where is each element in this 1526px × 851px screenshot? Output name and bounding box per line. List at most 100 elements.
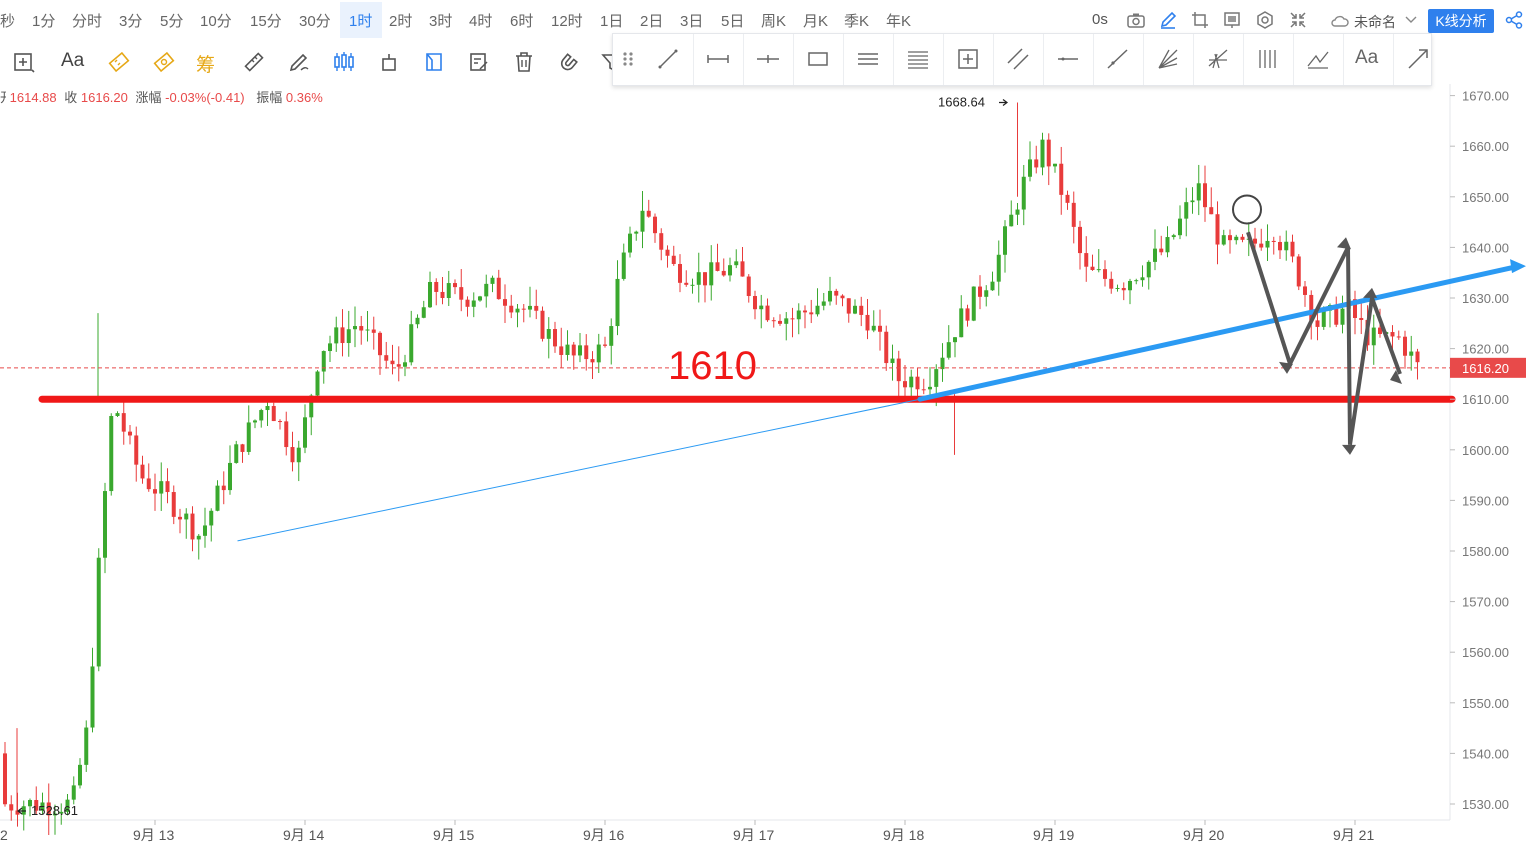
text-icon[interactable]: Aa bbox=[1355, 47, 1379, 68]
period-tab-0[interactable]: 秒 bbox=[0, 13, 16, 30]
period-tab-12[interactable]: 6时 bbox=[510, 13, 534, 30]
edit-note-icon[interactable] bbox=[467, 50, 491, 74]
candle-type-icon[interactable] bbox=[332, 50, 356, 74]
kline-analysis-button[interactable]: K线分析 bbox=[1428, 9, 1494, 33]
ruler-tag-icon[interactable] bbox=[107, 50, 131, 74]
candle-body bbox=[1084, 253, 1089, 267]
projection-zigzag bbox=[1246, 231, 1402, 446]
period-tab-3[interactable]: 3分 bbox=[119, 13, 143, 30]
vertical-lines-icon[interactable] bbox=[1255, 46, 1281, 72]
candle-body bbox=[9, 804, 14, 811]
period-tab-4[interactable]: 5分 bbox=[160, 13, 184, 30]
parallel-lines-icon[interactable] bbox=[855, 46, 881, 72]
candle-body bbox=[609, 326, 614, 346]
price-tick-label: 1530.00 bbox=[1462, 797, 1509, 812]
horizontal-segment-icon[interactable] bbox=[705, 46, 731, 72]
pattern-icon[interactable] bbox=[1305, 46, 1331, 72]
candle-body bbox=[428, 281, 432, 308]
period-tab-8[interactable]: 1时 bbox=[349, 10, 373, 31]
drag-handle-icon[interactable] bbox=[615, 46, 641, 72]
trend-line-icon[interactable] bbox=[655, 46, 681, 72]
candle-body bbox=[71, 785, 76, 800]
cross-line-icon[interactable] bbox=[755, 46, 781, 72]
candle-body bbox=[546, 329, 551, 339]
candle-body bbox=[278, 421, 282, 423]
fib-lines-icon[interactable] bbox=[905, 46, 931, 72]
candle-body bbox=[1303, 286, 1307, 295]
candle-body bbox=[359, 326, 364, 331]
period-tab-9[interactable]: 2时 bbox=[389, 13, 413, 30]
candle-body bbox=[365, 329, 370, 331]
period-tab-2[interactable]: 分时 bbox=[72, 13, 103, 30]
workspace-name[interactable]: 未命名 bbox=[1354, 14, 1396, 30]
period-tab-20[interactable]: 季K bbox=[844, 13, 870, 30]
pencil-icon[interactable] bbox=[1158, 10, 1178, 30]
period-tab-7[interactable]: 30分 bbox=[299, 13, 331, 30]
pitchfork-icon[interactable] bbox=[1205, 46, 1231, 72]
share-icon[interactable] bbox=[1504, 10, 1524, 30]
chain-tag-icon[interactable] bbox=[152, 50, 176, 74]
candlestick-chart[interactable]: 1616.20 1610 1668.64 1528.61 1530.00 1540.00… bbox=[0, 84, 1526, 851]
period-tab-5[interactable]: 10分 bbox=[200, 13, 232, 30]
chip-distribution-tool[interactable]: 筹 bbox=[196, 55, 216, 76]
period-tab-18[interactable]: 周K bbox=[761, 13, 787, 30]
candle-body bbox=[971, 286, 976, 321]
candle-body bbox=[1228, 235, 1232, 241]
candle-body bbox=[1359, 317, 1364, 321]
trash-icon[interactable] bbox=[512, 50, 536, 74]
period-tab-19[interactable]: 月K bbox=[803, 13, 829, 30]
time-tick-label: 9月 17 bbox=[733, 827, 774, 843]
candle-body bbox=[778, 320, 782, 324]
rectangle-icon[interactable] bbox=[805, 46, 831, 72]
settings-icon[interactable] bbox=[1255, 10, 1275, 30]
horizontal-line-icon[interactable] bbox=[1055, 46, 1081, 72]
magnet-icon[interactable] bbox=[557, 50, 581, 74]
text-size-tool[interactable]: Aa bbox=[61, 50, 85, 71]
arrow-icon[interactable] bbox=[1405, 46, 1431, 72]
camera-icon[interactable] bbox=[1126, 10, 1146, 30]
price-tick-label: 1630.00 bbox=[1462, 291, 1509, 306]
candle-body bbox=[909, 376, 914, 388]
candle-body bbox=[1134, 280, 1139, 282]
candle-body bbox=[96, 557, 101, 667]
candle-body bbox=[384, 355, 389, 361]
collapse-icon[interactable] bbox=[1288, 10, 1308, 30]
period-tab-1[interactable]: 1分 bbox=[32, 13, 56, 30]
candle-body bbox=[884, 331, 889, 364]
crop-icon[interactable] bbox=[1190, 10, 1210, 30]
candle-body bbox=[284, 421, 289, 448]
add-indicator-icon[interactable] bbox=[12, 50, 36, 74]
gann-fan-icon[interactable] bbox=[1155, 46, 1181, 72]
projection-arrowhead bbox=[1337, 237, 1351, 250]
candle-body bbox=[128, 431, 132, 436]
draw-pen-icon[interactable] bbox=[287, 50, 311, 74]
period-tab-15[interactable]: 2日 bbox=[640, 13, 664, 30]
ruler-icon[interactable] bbox=[242, 50, 266, 74]
period-tab-14[interactable]: 1日 bbox=[600, 13, 624, 30]
candle-body bbox=[1390, 332, 1395, 337]
measure-box-icon[interactable] bbox=[955, 46, 981, 72]
period-tab-6[interactable]: 15分 bbox=[250, 13, 282, 30]
period-tab-11[interactable]: 4时 bbox=[469, 13, 493, 30]
panel-separator bbox=[743, 34, 744, 85]
lock-icon[interactable] bbox=[377, 50, 401, 74]
drawing-layer-icon[interactable] bbox=[422, 50, 446, 74]
candle-body bbox=[828, 290, 832, 302]
drawing-tools-panel: Aa bbox=[612, 33, 1432, 86]
candle-body bbox=[1209, 207, 1214, 215]
period-tab-13[interactable]: 12时 bbox=[551, 13, 583, 30]
ray-icon[interactable] bbox=[1105, 46, 1131, 72]
period-tab-16[interactable]: 3日 bbox=[680, 13, 704, 30]
channel-icon[interactable] bbox=[1005, 46, 1031, 72]
min-price-label: 1528.61 bbox=[31, 803, 78, 818]
candle-body bbox=[371, 329, 376, 333]
period-tab-21[interactable]: 年K bbox=[886, 13, 912, 30]
period-tab-10[interactable]: 3时 bbox=[429, 13, 453, 30]
projection-arrowhead bbox=[1342, 444, 1356, 455]
screen-icon[interactable] bbox=[1222, 10, 1242, 30]
time-axis[interactable]: 2 9月 13 9月 14 9月 15 9月 16 9月 17 9月 18 9月 19 9月 2… bbox=[0, 820, 1374, 843]
period-tab-17[interactable]: 5日 bbox=[721, 13, 745, 30]
price-axis[interactable]: 1530.00 1540.00 1550.00 1560.00 1570.00 1580.… bbox=[1450, 89, 1509, 812]
filter-icon[interactable] bbox=[600, 50, 612, 74]
chevron-down-icon[interactable] bbox=[1404, 12, 1418, 26]
